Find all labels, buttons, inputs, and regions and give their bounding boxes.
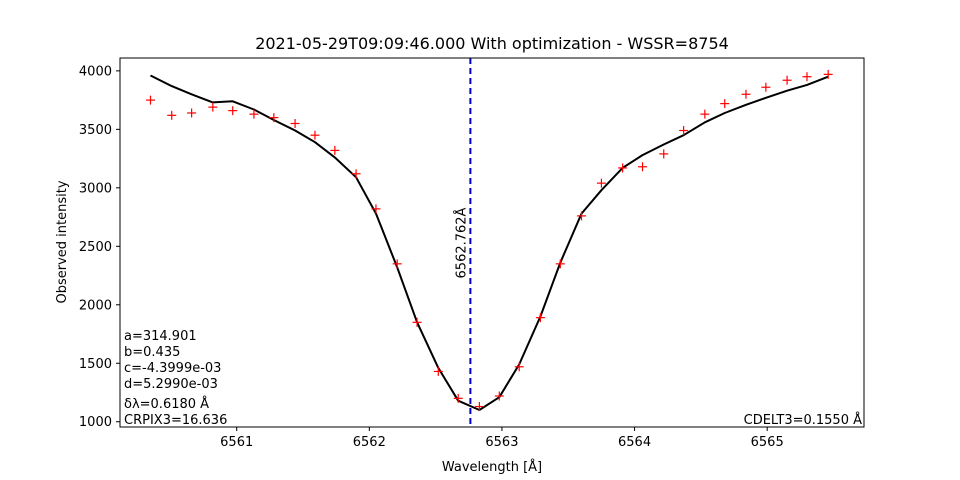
plot-area: 6561 6562 6563 6564 6565 1000 1500 2000 2500 300… [79,57,865,450]
x-tick-label: 6565 [751,435,784,450]
chart-title: 2021-05-29T09:09:46.000 With optimizatio… [255,34,729,53]
data-layer [146,58,833,427]
y-tick-label: 3000 [79,181,112,196]
observed-point [290,118,300,128]
observed-point [269,113,279,123]
y-axis-ticks: 1000 1500 2000 2500 3000 3500 4000 [79,64,120,430]
observed-point [659,149,669,159]
param-a: a=314.901 [124,329,197,344]
x-axis-ticks: 6561 6562 6563 6564 6565 [220,427,784,450]
vertical-line-label: 6562.762Å [453,207,469,278]
observed-point [228,106,238,116]
observed-point [638,162,648,172]
observed-point [453,393,463,403]
observed-point [802,72,812,82]
observed-point [679,126,689,136]
y-axis-label: Observed intensity [55,180,70,303]
observed-point [514,362,524,372]
param-crpix3: CRPIX3=16.636 [124,413,227,428]
observed-point [351,169,361,179]
param-d: d=5.2990e-03 [124,377,218,392]
x-tick-label: 6562 [353,435,386,450]
observed-point [208,102,218,112]
y-tick-label: 2000 [79,298,112,313]
x-axis-label: Wavelength [Å] [442,459,542,475]
observed-point [596,178,606,188]
observed-point [392,259,402,269]
observed-point [741,89,751,99]
observed-point [167,110,177,120]
y-tick-label: 3500 [79,123,112,138]
y-tick-label: 1000 [79,415,112,430]
observed-point [310,130,320,140]
x-tick-label: 6563 [485,435,518,450]
observed-point [782,75,792,85]
cdelt3-annotation: CDELT3=0.1550 Å [744,412,862,428]
x-tick-label: 6564 [618,435,651,450]
observed-point [146,95,156,105]
model-fit-line [150,74,829,411]
observed-point [618,163,628,173]
observed-point [474,402,484,412]
observed-point [249,109,259,119]
y-tick-label: 2500 [79,240,112,255]
observed-point [187,108,197,118]
observed-point [720,99,730,109]
observed-point [535,313,545,323]
observed-point [494,391,504,401]
observed-point [555,259,565,269]
axes-frame [119,57,865,428]
observed-point [412,317,422,327]
x-tick-label: 6561 [220,435,253,450]
fit-parameters-annotation: a=314.901 b=0.435 c=-4.3999e-03 d=5.2990… [124,329,227,428]
param-c: c=-4.3999e-03 [124,361,221,376]
param-delta-lambda: δλ=0.6180 Å [124,396,209,412]
y-tick-label: 1500 [79,357,112,372]
param-b: b=0.435 [124,345,180,360]
observed-point [371,204,381,214]
observed-point [433,366,443,376]
observed-point [823,69,833,79]
observed-point [700,109,710,119]
observed-point [577,211,587,221]
observed-point [330,145,340,155]
y-tick-label: 4000 [79,64,112,79]
observed-point [761,82,771,92]
